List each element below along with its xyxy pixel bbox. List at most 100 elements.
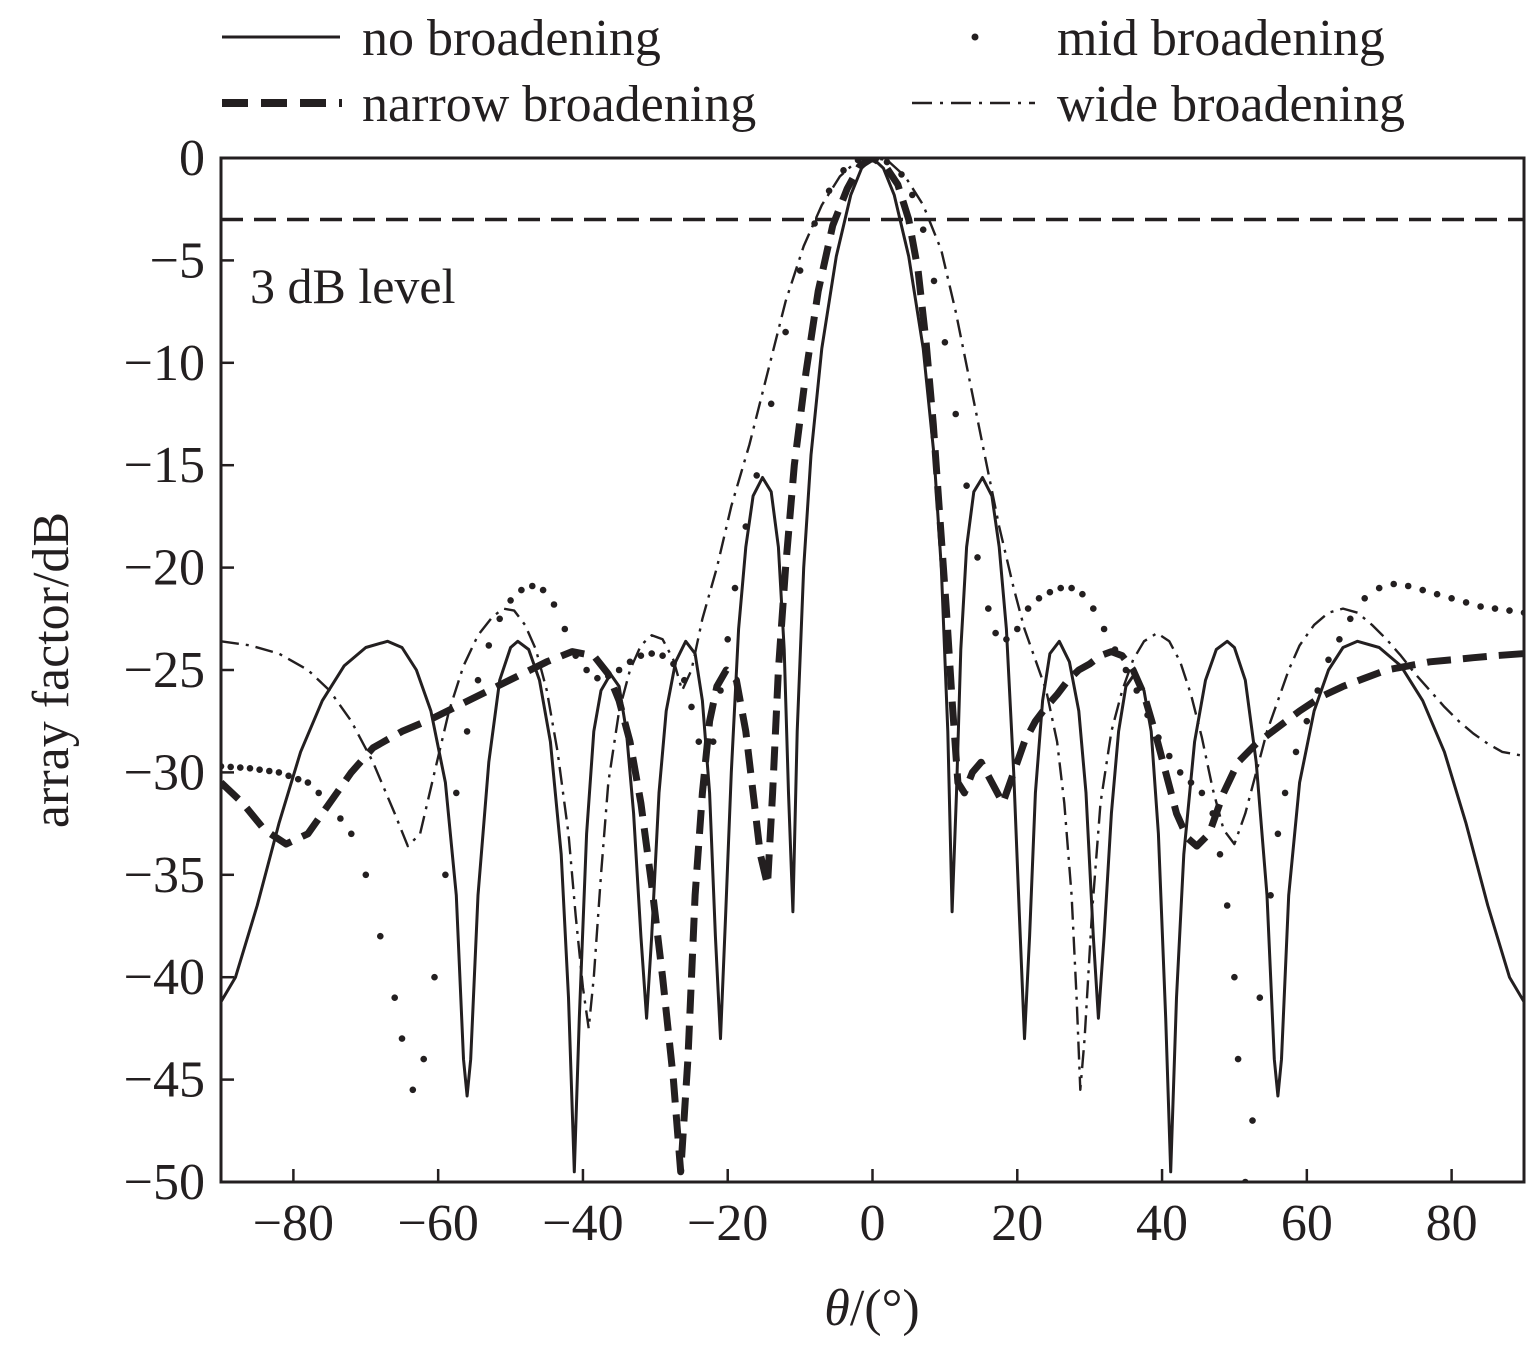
series-point [266,767,273,775]
series-narrow-broadening [221,158,1524,1176]
series-point [963,482,970,490]
series-point [952,410,959,418]
series-point [539,586,547,594]
series-point [1462,599,1470,606]
series-point [1024,605,1032,612]
y-tick-label: −45 [124,1052,205,1109]
x-axis-label-symbol: θ [824,1280,850,1337]
series-point [1234,1055,1242,1063]
series-point [605,672,612,680]
series-point [518,586,525,594]
series-point [1079,590,1086,598]
series-point [485,642,493,649]
series-point [337,815,344,822]
series-point [285,772,292,780]
series-point [688,703,695,711]
x-tick-label: 60 [1281,1195,1333,1252]
y-tick-label: −40 [124,949,205,1006]
x-tick-label: −80 [253,1195,334,1252]
series-point [1057,584,1064,592]
series-point [1292,748,1300,756]
series-point [1281,789,1289,797]
series-point [615,666,623,674]
series-point [1111,646,1119,653]
legend-label-wide-broadening: wide broadening [1057,76,1405,133]
series-point [1347,615,1354,623]
legend-item-mid-broadening: mid broadening [971,10,1385,67]
y-tick-label: −30 [124,744,205,801]
series-point [753,472,760,479]
series-point [782,328,789,336]
series-point [919,226,927,233]
series-point [1166,752,1173,760]
series-point [420,1055,428,1063]
legend-item-narrow-broadening: narrow broadening [222,76,756,133]
series-point [796,267,804,274]
series-point [453,789,460,797]
series-no-broadening [221,158,1524,1174]
series-point [1198,789,1206,797]
series-point [1274,830,1282,838]
series-point [561,625,569,633]
series-point [1231,973,1238,981]
series-point [1100,625,1108,633]
series-point [1122,666,1130,674]
series-point [246,765,254,772]
series-point [1068,584,1075,592]
series-point [237,764,244,771]
y-tick-label: −35 [124,847,205,904]
series-point [1187,779,1195,786]
series-point [1433,590,1441,598]
series-point [1361,595,1368,602]
series-point [1223,902,1231,909]
legend-label-no-broadening: no broadening [362,10,661,67]
legend-label-narrow-broadening: narrow broadening [362,76,756,133]
series-point [304,779,312,786]
series-point [572,652,579,659]
y-tick-label: 0 [179,130,205,187]
series-point [409,1086,417,1094]
series-point [1035,595,1043,602]
series-point [941,339,949,346]
series-point [695,738,703,745]
series-point [1003,636,1010,643]
series-point [648,650,655,657]
y-axis-label: array factor/dB [23,512,80,828]
series-point [1176,769,1184,776]
x-tick-label: 40 [1136,1195,1188,1252]
series-point [1325,656,1332,664]
series-point [1448,595,1455,602]
legend-item-no-broadening: no broadening [222,10,661,67]
y-tick-label: −50 [124,1154,205,1211]
series-point [1419,586,1426,594]
series-point [1046,588,1054,596]
series-point [1155,734,1162,741]
annotation-3db-level: 3 dB level [250,258,456,314]
series-point [709,738,717,745]
series-point [930,277,938,285]
series-mid-broadening [221,158,1524,1182]
x-axis-label-unit: /(°) [850,1280,920,1337]
y-tick-label: −5 [150,232,205,289]
series-point [315,789,323,797]
series-point [275,769,283,776]
series-point [1303,717,1311,725]
x-tick-label: 20 [991,1195,1043,1252]
series-point [1375,584,1383,592]
series-point [659,652,666,659]
series-point [1267,892,1274,899]
series-point [1314,687,1321,694]
series-point [1144,711,1151,719]
series-point [550,601,558,608]
series-point [1090,605,1097,612]
series-point [1216,851,1224,858]
series-layer [221,158,1524,1182]
series-point [326,799,333,807]
series-point [637,652,645,659]
series-point [731,584,739,592]
series-point [1506,607,1513,614]
series-wide-broadening [221,158,1524,1091]
series-point [529,582,536,590]
series-point [985,605,992,612]
series-point [1133,687,1140,694]
